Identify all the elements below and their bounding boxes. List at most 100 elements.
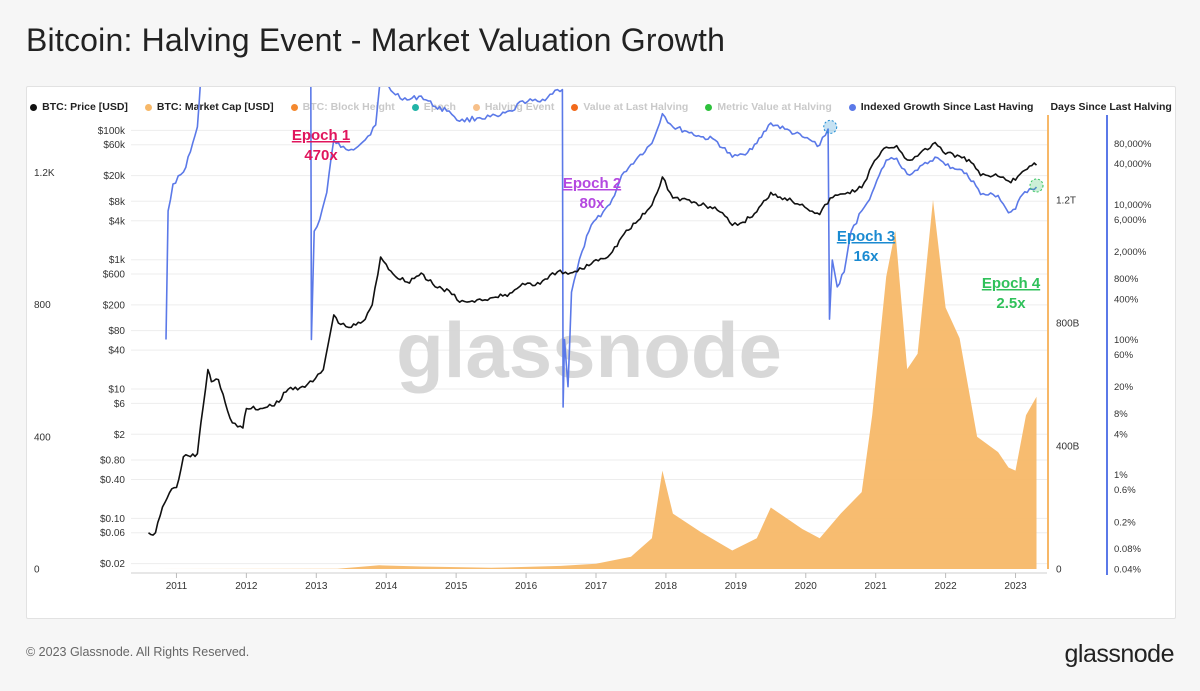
legend-item[interactable]: BTC: Market Cap [USD] [144,99,274,115]
market-cap-tick-label: 800B [1056,318,1080,329]
x-tick-label: 2011 [166,581,188,592]
legend-dot-icon [290,103,298,111]
epoch-label: Epoch 4 [982,275,1041,292]
market-cap-tick-label: 0 [1056,565,1062,576]
legend-label: BTC: Block Height [302,101,395,113]
days-tick-label: 0 [34,565,40,576]
price-tick-label: $0.10 [100,514,125,525]
growth-tick-label: 0.2% [1114,517,1136,528]
x-tick-label: 2014 [375,581,398,592]
growth-tick-label: 1% [1114,470,1128,481]
price-tick-label: $6 [114,399,126,410]
legend-item[interactable]: Value at Last Halving [571,99,688,115]
price-tick-label: $10 [108,385,125,396]
legend-label: Indexed Growth Since Last Having [860,101,1034,113]
epoch-multiple: 2.5x [996,295,1026,312]
legend-item[interactable]: BTC: Price [USD] [30,99,128,115]
days-tick-label: 400 [34,432,51,443]
x-tick-label: 2013 [305,581,328,592]
legend-dot-icon [144,103,152,111]
price-tick-label: $40 [108,346,125,357]
legend-dot-icon [705,103,713,111]
price-tick-label: $600 [103,270,126,281]
x-tick-label: 2021 [865,581,888,592]
market-cap-area [148,199,1037,569]
legend-item[interactable]: Halving Event [472,99,555,115]
legend-item[interactable]: Indexed Growth Since Last Having [848,99,1034,115]
growth-tick-label: 20% [1114,382,1134,393]
legend-dot-icon [848,103,856,111]
chart-canvas: glassnode 2011 2012 2013 2014 2015 2016 2017 201… [34,87,1152,592]
market-cap-tick-label: 1.2T [1056,195,1076,206]
price-tick-label: $2 [114,430,126,441]
growth-tick-label: 100% [1114,335,1139,346]
growth-tick-label: 10,000% [1114,200,1152,211]
brand-logo: glassnode [1064,640,1175,668]
epoch-multiple: 470x [304,147,338,164]
epoch-marker [1029,178,1044,193]
price-tick-label: $4k [109,216,126,227]
indexed-growth-line [165,87,1038,408]
legend-label: Metric Value at Halving [717,101,832,113]
price-tick-label: $0.80 [100,455,125,466]
growth-tick-label: 400% [1114,294,1139,305]
growth-tick-label: 40,000% [1114,159,1152,170]
legend-dot-icon [30,103,38,111]
price-tick-label: $200 [103,300,126,311]
legend-dot-icon [472,103,480,111]
price-tick-label: $0.40 [100,475,125,486]
price-tick-label: $60k [103,140,126,151]
x-tick-label: 2023 [1004,581,1027,592]
growth-tick-label: 0.6% [1114,485,1136,496]
chart-legend: BTC: Price [USD] BTC: Market Cap [USD] BTC… [27,99,1175,115]
days-tick-label: 1.2K [34,168,55,179]
x-tick-label: 2019 [725,581,748,592]
price-tick-label: $20k [103,171,126,182]
epoch-multiple: 80x [579,195,605,212]
epoch-marker [823,119,838,134]
growth-tick-label: 0.08% [1114,544,1141,555]
growth-tick-label: 60% [1114,350,1134,361]
epoch-label: Epoch 3 [837,228,895,245]
legend-item[interactable]: Metric Value at Halving [705,99,832,115]
growth-tick-label: 4% [1114,429,1128,440]
x-tick-label: 2017 [585,581,608,592]
price-tick-label: $1k [109,255,126,266]
price-tick-label: $100k [98,126,126,137]
watermark-logo: glassnode [396,306,782,394]
copyright-footer: © 2023 Glassnode. All Rights Reserved. [26,645,250,659]
growth-tick-label: 6,000% [1114,215,1147,226]
legend-label: Value at Last Halving [583,101,689,113]
legend-item[interactable]: BTC: Block Height [290,99,395,115]
epoch-label: Epoch 2 [563,175,621,192]
price-tick-label: $0.02 [100,559,125,570]
x-tick-label: 2016 [515,581,538,592]
growth-tick-label: 800% [1114,274,1139,285]
price-tick-label: $80 [108,326,125,337]
legend-item[interactable]: Days Since Last Halving [1050,99,1171,115]
growth-tick-label: 2,000% [1114,247,1147,258]
growth-tick-label: 8% [1114,409,1128,420]
x-tick-label: 2015 [445,581,468,592]
days-tick-label: 800 [34,300,51,311]
legend-label: BTC: Price [USD] [42,101,128,113]
legend-label: Halving Event [484,101,555,113]
legend-label: Days Since Last Halving [1050,101,1172,113]
epoch-multiple: 16x [853,248,879,265]
legend-label: BTC: Market Cap [USD] [156,101,274,113]
x-tick-label: 2020 [795,581,818,592]
chart-title: Bitcoin: Halving Event - Market Valuatio… [26,22,726,58]
x-tick-label: 2012 [235,581,258,592]
x-tick-label: 2018 [655,581,678,592]
btc-price-line [148,141,1038,536]
legend-dot-icon [571,103,579,111]
price-tick-label: $8k [109,197,126,208]
x-tick-label: 2022 [934,581,957,592]
market-cap-tick-label: 400B [1056,441,1080,452]
legend-dot-icon [411,103,419,111]
epoch-label: Epoch 1 [292,127,350,144]
chart-panel: BTC: Price [USD] BTC: Market Cap [USD] BTC… [26,86,1176,619]
growth-tick-label: 80,000% [1114,139,1152,150]
price-tick-label: $0.06 [100,528,125,539]
growth-tick-label: 0.04% [1114,565,1141,576]
